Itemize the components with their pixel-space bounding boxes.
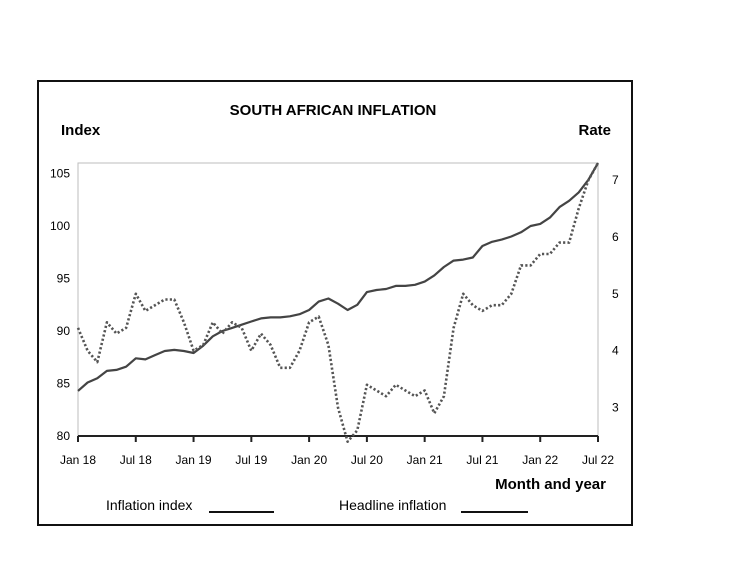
right-tick-label: 4 xyxy=(612,344,619,358)
left-tick-label: 105 xyxy=(50,167,70,181)
series-line-headline-inflation xyxy=(76,162,600,444)
right-tick-label: 6 xyxy=(612,230,619,244)
x-tick-label: Jul 20 xyxy=(351,453,383,467)
right-tick-label: 3 xyxy=(612,401,619,415)
left-axis-ticks: 80 85 90 95 100 105 xyxy=(50,167,70,444)
x-tick-label: Jul 18 xyxy=(120,453,152,467)
x-axis-ticks: Jan 18 Jul 18 Jan 19 Jul 19 Jan 20 Jul 20 Jan … xyxy=(60,436,614,467)
chart-frame: SOUTH AFRICAN INFLATION Index Rate Jan 1… xyxy=(37,80,633,526)
left-tick-label: 80 xyxy=(57,429,71,443)
legend-label-headline: Headline inflation xyxy=(339,497,446,513)
left-tick-label: 90 xyxy=(57,324,71,338)
x-axis-title: Month and year xyxy=(495,476,606,493)
chart-title: SOUTH AFRICAN INFLATION xyxy=(230,102,437,119)
chart: SOUTH AFRICAN INFLATION Index Rate Jan 1… xyxy=(50,102,619,513)
x-tick-label: Jan 22 xyxy=(522,453,558,467)
x-tick-label: Jul 22 xyxy=(582,453,614,467)
x-tick-label: Jan 18 xyxy=(60,453,96,467)
left-tick-label: 95 xyxy=(57,272,71,286)
legend: Inflation index Headline inflation xyxy=(106,497,528,513)
left-axis-title: Index xyxy=(61,122,101,139)
series-lines xyxy=(76,162,600,444)
x-tick-label: Jan 21 xyxy=(407,453,443,467)
series-line-inflation-index xyxy=(77,162,599,392)
right-tick-label: 7 xyxy=(612,173,619,187)
right-axis-title: Rate xyxy=(578,122,611,139)
left-tick-label: 85 xyxy=(57,377,71,391)
x-tick-label: Jan 19 xyxy=(176,453,212,467)
plot-area xyxy=(77,162,599,437)
right-axis-ticks: 3 4 5 6 7 xyxy=(612,173,619,415)
right-tick-label: 5 xyxy=(612,287,619,301)
left-tick-label: 100 xyxy=(50,219,70,233)
x-tick-label: Jul 19 xyxy=(235,453,267,467)
x-tick-label: Jul 21 xyxy=(466,453,498,467)
x-tick-label: Jan 20 xyxy=(291,453,327,467)
legend-label-index: Inflation index xyxy=(106,497,192,513)
